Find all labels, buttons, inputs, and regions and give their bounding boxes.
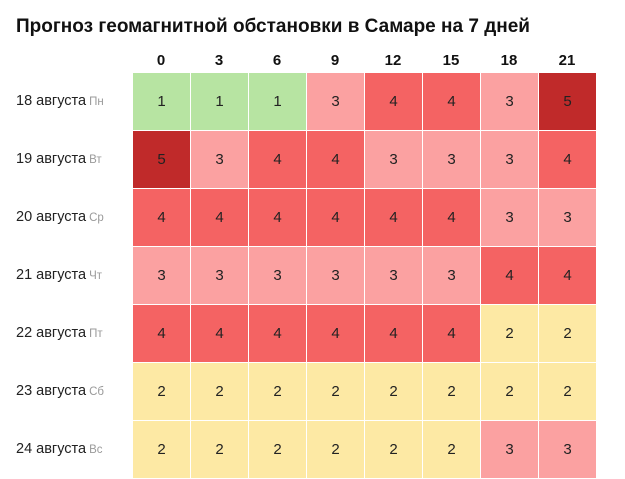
kp-cell: 2: [133, 421, 191, 479]
kp-cell: 2: [191, 363, 249, 421]
page-title: Прогноз геомагнитной обстановки в Самаре…: [16, 16, 530, 37]
weekday-text: Пн: [89, 96, 104, 108]
kp-cell: 3: [481, 73, 539, 131]
kp-cell: 3: [539, 421, 597, 479]
hour-header: 6: [272, 52, 282, 69]
kp-cell: 3: [423, 131, 481, 189]
date-text: 18 августа: [16, 93, 87, 109]
kp-cell: 3: [481, 131, 539, 189]
kp-cell: 2: [307, 421, 365, 479]
kp-cell: 4: [423, 73, 481, 131]
kp-cell: 3: [249, 247, 307, 305]
row-date-label: 22 августа Пт: [16, 325, 103, 341]
kp-cell: 4: [365, 73, 423, 131]
kp-cell: 3: [133, 247, 191, 305]
date-text: 19 августа: [16, 151, 87, 167]
weekday-text: Чт: [89, 270, 103, 282]
kp-cell: 4: [365, 305, 423, 363]
weekday-text: Вт: [89, 154, 102, 166]
kp-cell: 4: [133, 189, 191, 247]
kp-cell: 2: [423, 421, 481, 479]
hour-header: 0: [156, 52, 166, 69]
kp-cell: 5: [133, 131, 191, 189]
row-date-label: 21 августа Чт: [16, 267, 102, 283]
weekday-text: Пт: [89, 328, 103, 340]
kp-cell: 2: [133, 363, 191, 421]
kp-cell: 4: [249, 131, 307, 189]
kp-cell: 5: [539, 73, 597, 131]
kp-cell: 3: [365, 131, 423, 189]
hour-header: 12: [384, 52, 402, 69]
kp-cell: 4: [539, 131, 597, 189]
kp-cell: 2: [249, 363, 307, 421]
hour-header: 15: [442, 52, 460, 69]
row-date-label: 18 августа Пн: [16, 93, 104, 109]
kp-cell: 4: [191, 189, 249, 247]
date-text: 21 августа: [16, 267, 87, 283]
hour-header: 18: [500, 52, 518, 69]
kp-cell: 4: [307, 189, 365, 247]
kp-cell: 1: [249, 73, 307, 131]
kp-cell: 2: [307, 363, 365, 421]
kp-cell: 4: [423, 189, 481, 247]
hour-header: 21: [558, 52, 576, 69]
kp-cell: 2: [539, 363, 597, 421]
kp-cell: 2: [481, 305, 539, 363]
kp-cell: 4: [365, 189, 423, 247]
date-text: 20 августа: [16, 209, 87, 225]
kp-cell: 4: [423, 305, 481, 363]
kp-cell: 3: [481, 421, 539, 479]
kp-cell: 4: [191, 305, 249, 363]
kp-cell: 4: [249, 189, 307, 247]
date-text: 22 августа: [16, 325, 87, 341]
kp-cell: 1: [191, 73, 249, 131]
kp-cell: 2: [481, 363, 539, 421]
hour-header: 9: [330, 52, 340, 69]
kp-cell: 2: [423, 363, 481, 421]
row-date-label: 23 августа Сб: [16, 383, 104, 399]
kp-cell: 4: [249, 305, 307, 363]
weekday-text: Ср: [89, 212, 104, 224]
kp-cell: 2: [539, 305, 597, 363]
kp-cell: 2: [249, 421, 307, 479]
kp-cell: 3: [191, 247, 249, 305]
kp-cell: 3: [365, 247, 423, 305]
kp-cell: 2: [191, 421, 249, 479]
kp-cell: 1: [133, 73, 191, 131]
kp-cell: 2: [365, 363, 423, 421]
kp-cell: 4: [133, 305, 191, 363]
kp-cell: 4: [307, 131, 365, 189]
weekday-text: Вс: [89, 444, 103, 456]
hour-header: 3: [214, 52, 224, 69]
date-text: 23 августа: [16, 383, 87, 399]
kp-cell: 3: [307, 247, 365, 305]
kp-cell: 4: [481, 247, 539, 305]
kp-cell: 4: [539, 247, 597, 305]
row-date-label: 19 августа Вт: [16, 151, 102, 167]
kp-cell: 3: [191, 131, 249, 189]
kp-cell: 3: [307, 73, 365, 131]
kp-cell: 3: [539, 189, 597, 247]
date-text: 24 августа: [16, 441, 87, 457]
kp-cell: 2: [365, 421, 423, 479]
kp-cell: 3: [423, 247, 481, 305]
row-date-label: 20 августа Ср: [16, 209, 104, 225]
row-date-label: 24 августа Вс: [16, 441, 103, 457]
kp-cell: 3: [481, 189, 539, 247]
kp-cell: 4: [307, 305, 365, 363]
weekday-text: Сб: [89, 386, 104, 398]
